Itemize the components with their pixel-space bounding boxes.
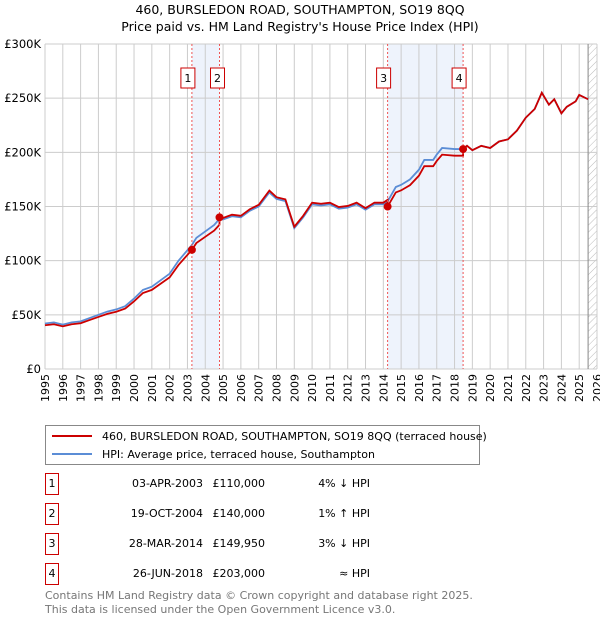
x-tick-label: 2005 <box>217 374 230 402</box>
sale-hpi: 1% ↑ HPI <box>318 507 370 520</box>
sale-hpi: ≈ HPI <box>339 567 370 580</box>
y-tick-label: £100K <box>4 254 41 268</box>
sale-price: £140,000 <box>212 507 266 520</box>
hpi-legend-label: HPI: Average price, terraced house, Sout… <box>102 447 375 461</box>
x-tick-label: 2024 <box>555 374 568 402</box>
x-tick-label: 2007 <box>253 374 266 402</box>
table-row: 1 03-APR-2003 £110,000 4% ↓ HPI <box>45 473 445 495</box>
x-tick-label: 2001 <box>146 374 159 402</box>
chart-title: 460, BURSLEDON ROAD, SOUTHAMPTON, SO19 8… <box>135 2 465 17</box>
sale-number-box <box>210 67 226 89</box>
hpi-legend-swatch <box>52 453 92 455</box>
x-tick-label: 2021 <box>502 374 515 402</box>
x-tick-label: 2018 <box>449 374 462 402</box>
sale-hpi: 4% ↓ HPI <box>318 477 370 490</box>
sale-point <box>215 213 224 222</box>
x-tick-label: 2025 <box>573 374 586 402</box>
price-chart: 1995 1996 1997 1998 1999 2000 2001 2002 2003 2004… <box>4 37 600 402</box>
sale-number-label: 2 <box>214 72 221 85</box>
price-legend-label: 460, BURSLEDON ROAD, SOUTHAMPTON, SO19 8… <box>102 429 487 443</box>
sale-date: 03-APR-2003 <box>131 477 203 490</box>
x-tick-label: 2023 <box>538 374 551 402</box>
x-tick-label: 2016 <box>413 374 426 402</box>
x-tick-label: 2010 <box>306 374 319 402</box>
x-tick-label: 1995 <box>39 374 52 402</box>
sale-price: £203,000 <box>212 567 266 580</box>
sale-date: 19-OCT-2004 <box>130 507 203 520</box>
sale-number-box <box>180 67 196 89</box>
x-tick-label: 2022 <box>520 374 533 402</box>
table-row: 4 26-JUN-2018 £203,000 ≈ HPI <box>45 563 445 585</box>
footer-copyright: Contains HM Land Registry data © Crown c… <box>45 589 473 602</box>
sale-number-box <box>451 67 467 89</box>
legend: 460, BURSLEDON ROAD, SOUTHAMPTON, SO19 8… <box>45 425 487 465</box>
x-tick-label: 2013 <box>360 374 373 402</box>
x-tick-label: 2020 <box>484 374 497 402</box>
sale-number: 1 <box>45 473 59 495</box>
x-tick-label: 2008 <box>270 374 283 402</box>
sale-price: £149,950 <box>212 537 266 550</box>
sale-date: 26-JUN-2018 <box>132 567 203 580</box>
price-paid-line <box>44 90 589 328</box>
sale-number-label: 3 <box>380 72 387 85</box>
y-tick-label: £0 <box>26 362 41 376</box>
sale-number: 3 <box>45 533 59 555</box>
x-tick-label: 1996 <box>57 374 70 402</box>
sale-price: £110,000 <box>212 477 266 490</box>
y-tick-label: £300K <box>4 37 41 51</box>
x-tick-label: 2014 <box>377 374 390 402</box>
x-tick-label: 2004 <box>199 374 212 402</box>
x-tick-label: 2000 <box>128 374 141 402</box>
y-tick-label: £200K <box>4 145 41 159</box>
sale-number: 4 <box>45 563 59 585</box>
sale-hpi: 3% ↓ HPI <box>318 537 370 550</box>
x-tick-label: 2019 <box>466 374 479 402</box>
x-tick-label: 1998 <box>92 374 105 402</box>
y-tick-label: £150K <box>4 200 41 214</box>
sale-point <box>187 245 196 254</box>
chart-subtitle: Price paid vs. HM Land Registry's House … <box>121 19 479 34</box>
x-tick-label: 2011 <box>324 374 337 402</box>
sale-point <box>383 202 392 211</box>
sale-number-box <box>376 67 392 89</box>
y-tick-label: £250K <box>4 91 41 105</box>
sale-date: 28-MAR-2014 <box>128 537 203 550</box>
x-tick-label: 2012 <box>342 374 355 402</box>
hpi-line <box>44 90 589 326</box>
x-tick-label: 2026 <box>591 374 600 402</box>
x-tick-label: 2015 <box>395 374 408 402</box>
sale-number: 2 <box>45 503 59 525</box>
x-tick-label: 2002 <box>164 374 177 402</box>
sale-number-label: 4 <box>456 72 463 85</box>
table-row: 2 19-OCT-2004 £140,000 1% ↑ HPI <box>45 503 445 525</box>
price-legend-swatch <box>52 435 92 437</box>
x-tick-label: 2009 <box>288 374 301 402</box>
y-tick-label: £50K <box>12 308 42 322</box>
x-tick-label: 1997 <box>75 374 88 402</box>
footer-licence: This data is licensed under the Open Gov… <box>45 603 396 616</box>
sale-number-label: 1 <box>184 72 191 85</box>
x-tick-label: 2006 <box>235 374 248 402</box>
table-row: 3 28-MAR-2014 £149,950 3% ↓ HPI <box>45 533 445 555</box>
x-tick-label: 2017 <box>431 374 444 402</box>
x-tick-label: 2003 <box>181 374 194 402</box>
sale-point <box>459 145 468 154</box>
x-tick-label: 1999 <box>110 374 123 402</box>
